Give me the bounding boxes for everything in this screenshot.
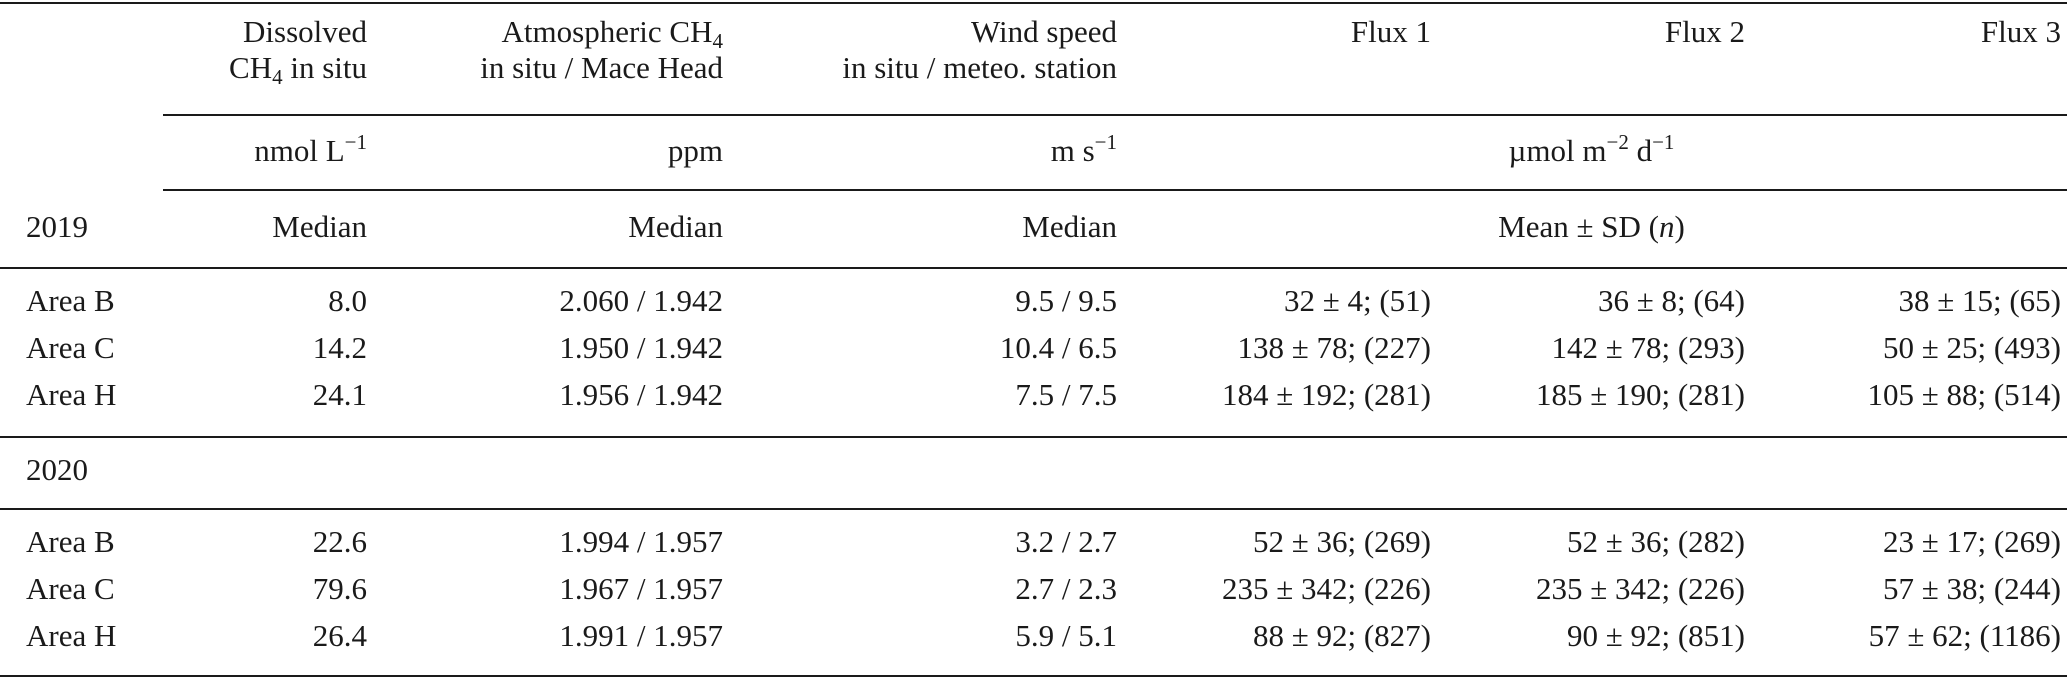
cell-wind: 10.4 / 6.5: [999, 330, 1117, 365]
row-area-label: Area H: [26, 618, 117, 653]
col-header-flux3: Flux 3: [1980, 14, 2061, 49]
section-rule-2020-top: [0, 436, 2067, 438]
year-2020-label: 2020: [26, 452, 88, 487]
row-area-label: Area B: [26, 524, 115, 559]
header-bottom-rule: [0, 267, 2067, 269]
stat-flux: Mean ± SD (n): [1498, 209, 1685, 244]
top-rule: [0, 2, 2067, 4]
cell-atmospheric: 1.956 / 1.942: [559, 377, 723, 412]
unit-dissolved: nmol L−1: [254, 130, 367, 169]
cell-flux1: 32 ± 4; (51): [1283, 283, 1431, 318]
cell-flux2: 52 ± 36; (282): [1566, 524, 1745, 559]
cell-flux2: 235 ± 342; (226): [1535, 571, 1745, 606]
cell-flux2: 90 ± 92; (851): [1566, 618, 1745, 653]
cell-atmospheric: 1.950 / 1.942: [559, 330, 723, 365]
header-rule-1: [163, 114, 2067, 116]
cell-flux2: 142 ± 78; (293): [1551, 330, 1745, 365]
cell-dissolved: 14.2: [312, 330, 367, 365]
cell-flux3: 38 ± 15; (65): [1898, 283, 2061, 318]
cell-atmospheric: 1.994 / 1.957: [559, 524, 723, 559]
bottom-rule: [0, 675, 2067, 677]
cell-atmospheric: 1.991 / 1.957: [559, 618, 723, 653]
cell-wind: 9.5 / 9.5: [1015, 283, 1117, 318]
col-header-dissolved: Dissolved CH4 in situ: [229, 14, 367, 89]
row-area-label: Area C: [26, 330, 115, 365]
cell-flux3: 23 ± 17; (269): [1882, 524, 2061, 559]
row-area-label: Area C: [26, 571, 115, 606]
cell-flux3: 57 ± 38; (244): [1882, 571, 2061, 606]
stat-wind: Median: [1022, 209, 1117, 244]
unit-wind: m s−1: [1050, 130, 1117, 169]
col-header-flux2: Flux 2: [1664, 14, 1745, 49]
stat-atmospheric: Median: [628, 209, 723, 244]
cell-flux3: 57 ± 62; (1186): [1868, 618, 2061, 653]
unit-atmospheric: ppm: [667, 133, 723, 168]
cell-flux1: 138 ± 78; (227): [1237, 330, 1431, 365]
cell-dissolved: 26.4: [312, 618, 367, 653]
cell-flux3: 105 ± 88; (514): [1867, 377, 2061, 412]
cell-wind: 5.9 / 5.1: [1015, 618, 1117, 653]
col-header-flux1: Flux 1: [1350, 14, 1431, 49]
section-rule-2020-bottom: [0, 508, 2067, 510]
header-rule-2: [163, 189, 2067, 191]
cell-flux3: 50 ± 25; (493): [1882, 330, 2061, 365]
cell-dissolved: 22.6: [312, 524, 367, 559]
row-area-label: Area B: [26, 283, 115, 318]
cell-atmospheric: 2.060 / 1.942: [559, 283, 723, 318]
cell-flux1: 235 ± 342; (226): [1221, 571, 1431, 606]
cell-flux2: 36 ± 8; (64): [1597, 283, 1745, 318]
cell-dissolved: 24.1: [312, 377, 367, 412]
cell-wind: 7.5 / 7.5: [1015, 377, 1117, 412]
cell-flux1: 52 ± 36; (269): [1252, 524, 1431, 559]
stat-dissolved: Median: [272, 209, 367, 244]
cell-dissolved: 79.6: [312, 571, 367, 606]
cell-wind: 2.7 / 2.3: [1015, 571, 1117, 606]
cell-flux2: 185 ± 190; (281): [1535, 377, 1745, 412]
col-header-wind: Wind speed in situ / meteo. station: [842, 14, 1117, 85]
cell-dissolved: 8.0: [328, 283, 367, 318]
cell-atmospheric: 1.967 / 1.957: [559, 571, 723, 606]
cell-wind: 3.2 / 2.7: [1015, 524, 1117, 559]
col-header-atmospheric: Atmospheric CH4 in situ / Mace Head: [480, 14, 723, 85]
unit-flux: µmol m−2 d−1: [1508, 130, 1675, 169]
cell-flux1: 88 ± 92; (827): [1252, 618, 1431, 653]
row-area-label: Area H: [26, 377, 117, 412]
cell-flux1: 184 ± 192; (281): [1221, 377, 1431, 412]
year-2019-label: 2019: [26, 209, 88, 244]
